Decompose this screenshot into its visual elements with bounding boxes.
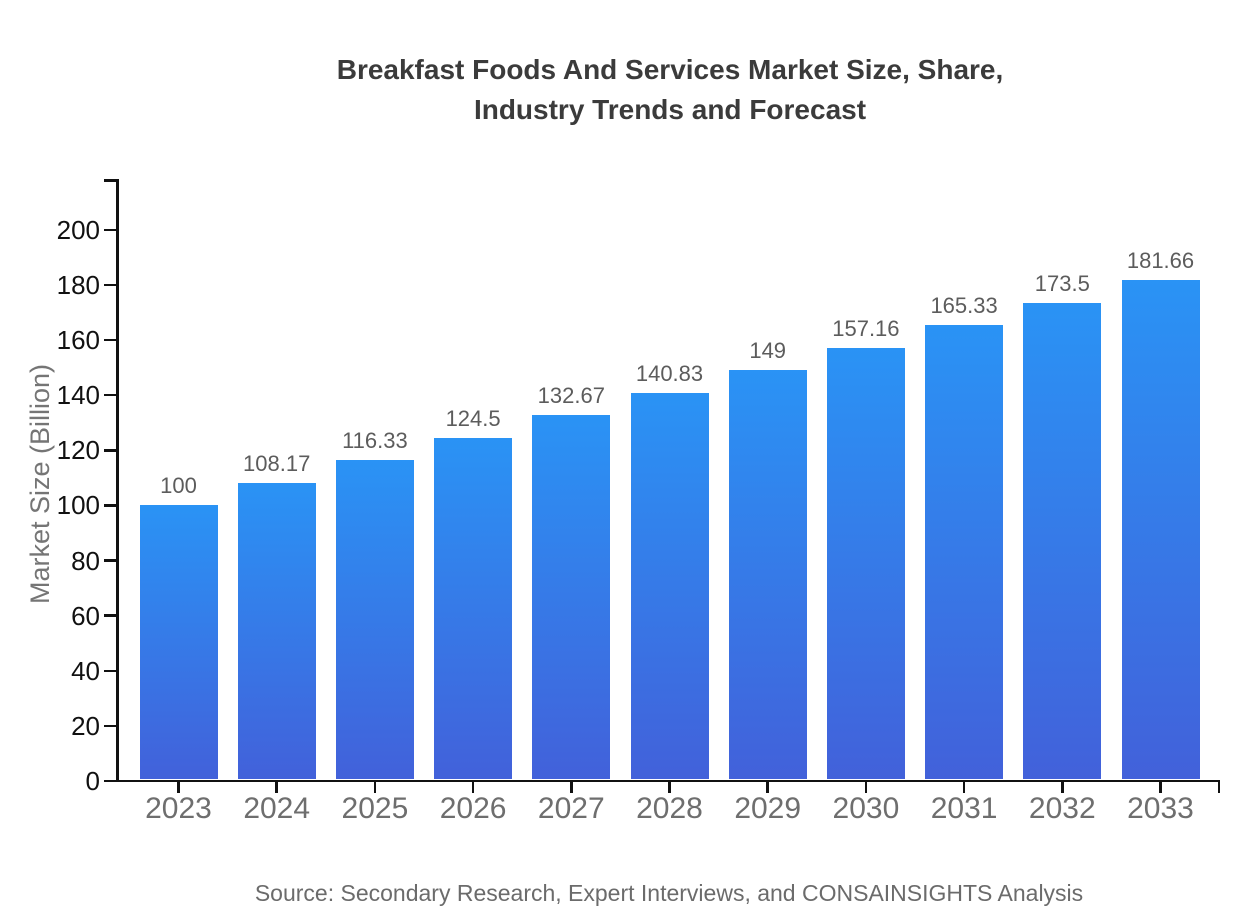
x-tick-label: 2027	[537, 792, 605, 825]
x-axis-end-cap	[1217, 782, 1220, 793]
bar-value-label-2033: 181.66	[1126, 248, 1195, 274]
x-tick	[471, 782, 475, 793]
bar-value-label-2024: 108.17	[243, 450, 311, 476]
bar-2023	[139, 505, 218, 780]
y-tick-label: 180	[56, 270, 100, 300]
x-axis-line	[116, 779, 1220, 782]
bar-2027	[532, 415, 611, 780]
x-tick	[275, 782, 278, 793]
bar-value-label-2030: 157.16	[832, 315, 900, 341]
bar-value-label-2025: 116.33	[342, 428, 408, 454]
y-tick	[104, 449, 116, 452]
y-tick	[104, 614, 116, 617]
y-tick	[104, 504, 116, 507]
y-tick	[104, 338, 116, 342]
y-tick-label: 120	[56, 435, 100, 466]
bar-2025	[335, 460, 414, 780]
y-tick-label: 60	[71, 600, 100, 631]
x-tick-label: 2026	[439, 792, 507, 825]
x-tick	[1159, 782, 1162, 793]
x-tick	[962, 782, 966, 793]
x-tick-label: 2030	[832, 792, 900, 825]
x-tick-label: 2025	[341, 792, 409, 825]
chart-title: Breakfast Foods And Services Market Size…	[90, 50, 1250, 130]
bar-2030	[826, 347, 905, 780]
y-tick-label: 40	[71, 655, 100, 686]
y-axis-line	[116, 179, 119, 783]
bar-value-label-2031: 165.33	[930, 293, 998, 319]
bar-value-label-2026: 124.5	[445, 405, 501, 431]
bar-value-label-2027: 132.67	[537, 383, 605, 409]
y-axis-end-cap	[104, 179, 119, 182]
y-tick-label: 160	[56, 325, 100, 356]
x-tick	[570, 782, 573, 793]
y-tick-label: 80	[71, 545, 100, 576]
y-tick-label: 20	[71, 710, 100, 741]
chart-title-line2: Industry Trends and Forecast	[473, 94, 867, 125]
x-tick	[766, 782, 769, 793]
bar-2026	[434, 437, 513, 780]
x-tick-label: 2032	[1028, 792, 1096, 825]
y-tick-label: 200	[56, 214, 100, 245]
source-note: Source: Secondary Research, Expert Inter…	[254, 880, 1084, 906]
x-tick-label: 2023	[145, 792, 212, 825]
bar-2028	[630, 392, 709, 780]
x-tick-label: 2024	[243, 792, 311, 825]
x-tick	[373, 782, 377, 793]
bar-2031	[925, 325, 1004, 780]
bar-2024	[237, 482, 316, 780]
x-tick	[864, 782, 868, 793]
y-tick	[104, 779, 116, 783]
bar-2029	[728, 370, 807, 780]
x-tick	[668, 782, 671, 793]
x-tick-label: 2028	[636, 792, 703, 825]
bar-2033	[1121, 280, 1200, 780]
y-tick	[104, 393, 116, 397]
x-tick	[177, 782, 180, 793]
bar-value-label-2029: 149	[749, 338, 787, 364]
y-tick	[104, 669, 116, 673]
bar-value-label-2032: 173.5	[1034, 270, 1090, 296]
y-tick-label: 140	[56, 380, 100, 411]
x-tick-label: 2033	[1127, 792, 1194, 825]
y-tick-label: 0	[85, 766, 100, 796]
x-tick-label: 2029	[734, 792, 802, 825]
chart-title-line1: Breakfast Foods And Services Market Size…	[336, 54, 1004, 85]
bar-2032	[1023, 302, 1102, 780]
y-tick	[104, 283, 116, 287]
bar-value-label-2023: 100	[160, 473, 197, 499]
y-tick-label: 100	[56, 490, 100, 521]
y-tick	[104, 228, 116, 232]
x-tick	[1061, 782, 1064, 793]
y-tick	[104, 559, 116, 562]
bar-value-label-2028: 140.83	[635, 360, 704, 386]
y-tick	[104, 724, 116, 728]
x-tick-label: 2031	[930, 792, 998, 825]
